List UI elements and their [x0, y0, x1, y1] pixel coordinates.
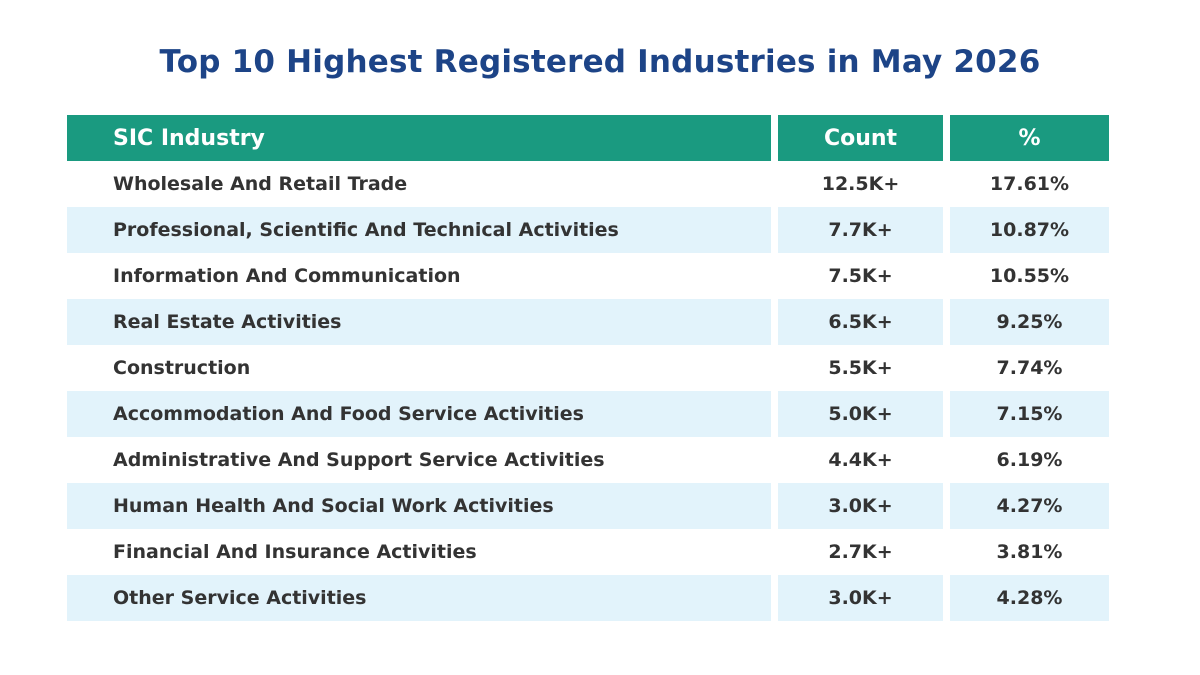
header-percent: %	[950, 115, 1109, 161]
row-industry: Information And Communication	[113, 265, 461, 287]
table-row: Accommodation And Food Service Activitie…	[67, 391, 1111, 437]
row-percent: 7.74%	[996, 357, 1063, 379]
row-percent: 9.25%	[950, 299, 1109, 345]
table-row: Other Service Activities 3.0K+ 4.28%	[67, 575, 1111, 621]
row-industry: Accommodation And Food Service Activitie…	[67, 391, 771, 437]
table-row: Real Estate Activities 6.5K+ 9.25%	[67, 299, 1111, 345]
table-header-row: SIC Industry Count %	[67, 115, 1111, 161]
row-industry: Real Estate Activities	[67, 299, 771, 345]
row-industry: Administrative And Support Service Activ…	[113, 449, 605, 471]
header-sic-industry: SIC Industry	[67, 115, 771, 161]
table-row: Wholesale And Retail Trade 12.5K+ 17.61%	[67, 161, 1111, 207]
row-count: 5.5K+	[828, 357, 893, 379]
row-industry: Wholesale And Retail Trade	[113, 173, 408, 195]
header-count: Count	[778, 115, 943, 161]
table-row: Human Health And Social Work Activities …	[67, 483, 1111, 529]
row-industry: Construction	[113, 357, 251, 379]
row-percent: 4.27%	[950, 483, 1109, 529]
row-percent: 3.81%	[996, 541, 1063, 563]
row-count: 3.0K+	[778, 575, 943, 621]
page-title: Top 10 Highest Registered Industries in …	[159, 44, 1041, 80]
row-percent: 4.28%	[950, 575, 1109, 621]
row-count: 7.7K+	[778, 207, 943, 253]
industry-table: SIC Industry Count % Wholesale And Retai…	[67, 115, 1111, 621]
row-percent: 7.15%	[950, 391, 1109, 437]
row-count: 2.7K+	[828, 541, 893, 563]
row-count: 6.5K+	[778, 299, 943, 345]
row-count: 5.0K+	[778, 391, 943, 437]
row-count: 3.0K+	[778, 483, 943, 529]
table-row: Information And Communication 7.5K+ 10.5…	[67, 253, 1111, 299]
table-row: Construction 5.5K+ 7.74%	[67, 345, 1111, 391]
row-industry: Professional, Scientific And Technical A…	[67, 207, 771, 253]
row-industry: Other Service Activities	[67, 575, 771, 621]
row-count: 7.5K+	[828, 265, 893, 287]
row-percent: 17.61%	[989, 173, 1070, 195]
row-industry: Financial And Insurance Activities	[113, 541, 477, 563]
row-count: 12.5K+	[821, 173, 900, 195]
row-percent: 10.87%	[950, 207, 1109, 253]
table-row: Administrative And Support Service Activ…	[67, 437, 1111, 483]
row-percent: 10.55%	[989, 265, 1070, 287]
row-count: 4.4K+	[828, 449, 893, 471]
table-row: Financial And Insurance Activities 2.7K+…	[67, 529, 1111, 575]
table-row: Professional, Scientific And Technical A…	[67, 207, 1111, 253]
row-percent: 6.19%	[996, 449, 1063, 471]
row-industry: Human Health And Social Work Activities	[67, 483, 771, 529]
